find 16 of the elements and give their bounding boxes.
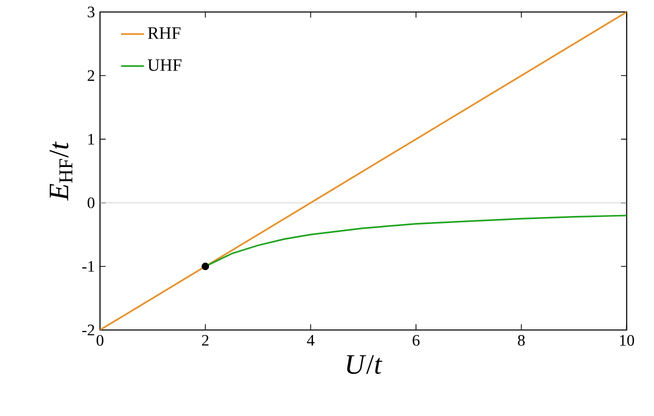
y-tick-label: 2: [88, 70, 94, 81]
x-tick-label: 4: [306, 334, 314, 346]
y-tick-label: 1: [88, 134, 94, 144]
y-tick-label: -2: [82, 324, 94, 336]
legend-label: RHF: [148, 27, 180, 39]
y-tick-label: -1: [82, 261, 94, 272]
x-tick-label: 10: [620, 334, 634, 346]
x-tick-label: 8: [518, 334, 525, 346]
y-tick-label: 0: [88, 197, 94, 208]
x-axis-title: U/t: [346, 355, 382, 374]
x-tick-label: 0: [96, 334, 104, 346]
y-tick-label: 3: [88, 6, 94, 18]
x-tick-label: 2: [202, 334, 208, 346]
legend-label: UHF: [148, 59, 182, 71]
y-axis-title: E$_{HF}$/t: [50, 142, 72, 201]
x-tick-label: 6: [412, 334, 420, 346]
